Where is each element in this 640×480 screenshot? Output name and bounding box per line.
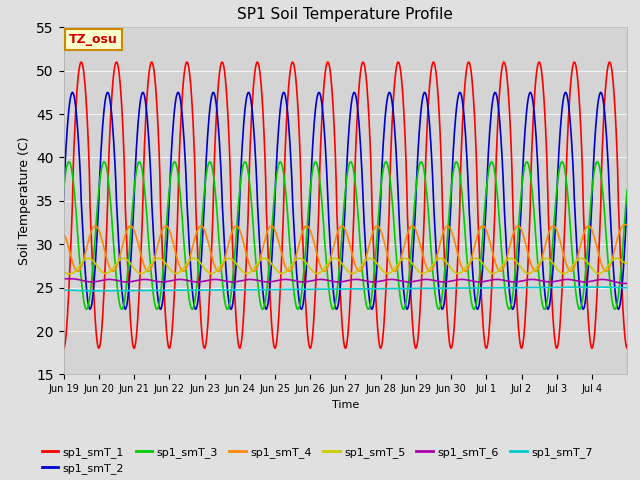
Legend: sp1_smT_1, sp1_smT_2, sp1_smT_3, sp1_smT_4, sp1_smT_5, sp1_smT_6, sp1_smT_7: sp1_smT_1, sp1_smT_2, sp1_smT_3, sp1_smT…	[37, 443, 597, 479]
X-axis label: Time: Time	[332, 400, 359, 409]
Title: SP1 Soil Temperature Profile: SP1 Soil Temperature Profile	[237, 7, 453, 22]
Y-axis label: Soil Temperature (C): Soil Temperature (C)	[18, 137, 31, 265]
Text: TZ_osu: TZ_osu	[69, 33, 118, 46]
